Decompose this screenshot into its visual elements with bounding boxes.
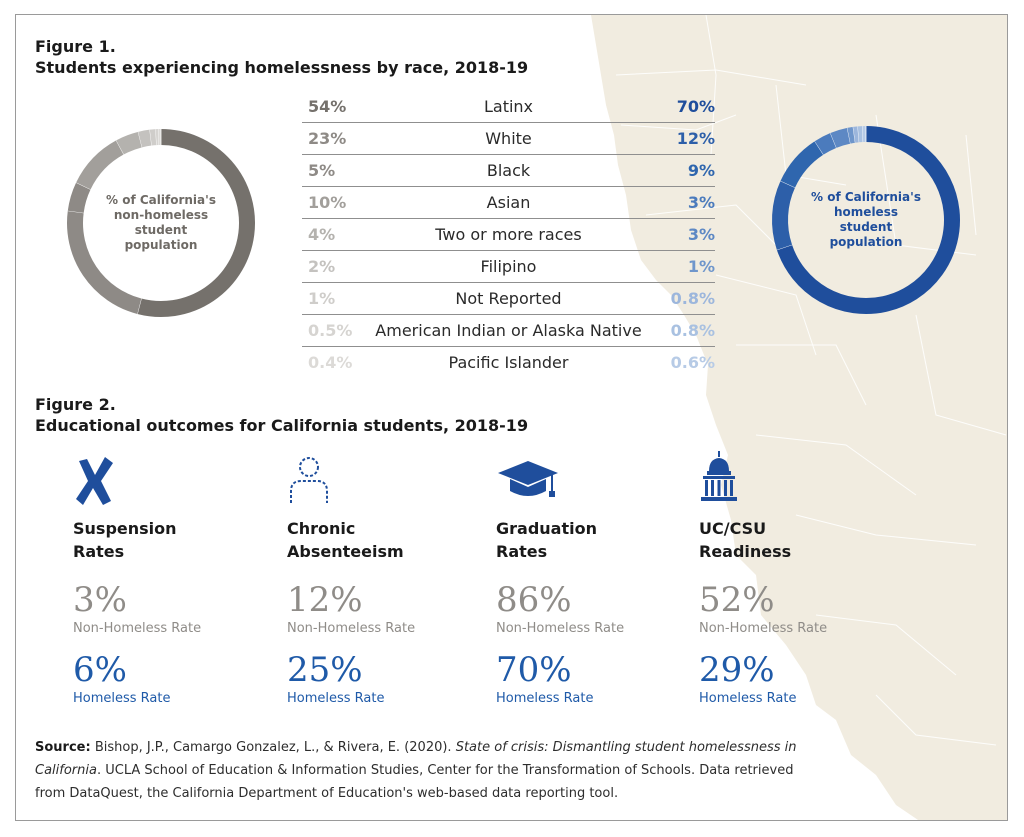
source-details: . UCLA School of Education & Information… (35, 763, 794, 801)
race-row: 0.4% Pacific Islander 0.6% (302, 347, 715, 378)
homeless-percent: 0.6% (670, 353, 715, 372)
non-homeless-percent: 4% (308, 225, 336, 244)
homeless-rate-value: 29% (699, 650, 775, 690)
non-homeless-rate-label: Non-Homeless Rate (287, 621, 416, 636)
race-label: Not Reported (455, 289, 562, 308)
figure-2-title: Educational outcomes for California stud… (35, 416, 529, 435)
graduation-cap-icon (496, 455, 676, 507)
figure-1-title: Students experiencing homelessness by ra… (35, 58, 529, 77)
race-comparison-table: 54% Latinx 70% 23% White 12% 5% Black 9% 10% Asian… (302, 91, 715, 378)
homeless-percent: 12% (676, 129, 715, 148)
homeless-percent: 3% (687, 193, 715, 212)
homeless-rate-label: Homeless Rate (287, 691, 385, 706)
non-homeless-rate-value: 52% (699, 580, 775, 620)
homeless-rate-value: 70% (496, 650, 572, 690)
non-homeless-percent: 0.4% (308, 353, 353, 372)
homeless-rate-label: Homeless Rate (73, 691, 171, 706)
metric-name: Chronic Absenteeism (287, 519, 404, 561)
non-homeless-donut-svg (67, 129, 255, 317)
race-row: 5% Black 9% (302, 155, 715, 187)
non-homeless-percent: 23% (308, 129, 347, 148)
non-homeless-slice-3 (76, 140, 125, 190)
homeless-donut-chart: % of California's homeless student popul… (766, 120, 966, 320)
source-title: State of crisis: Dismantling student hom… (35, 740, 797, 778)
metric-name: Graduation Rates (496, 519, 597, 561)
homeless-slice-2 (780, 141, 824, 188)
metric-chronic-absenteeism: Chronic Absenteeism 12% Non-Homeless Rat… (287, 455, 467, 707)
figure-2-heading: Figure 2. Educational outcomes for Calif… (35, 394, 528, 436)
x-icon (73, 455, 253, 507)
non-homeless-slice-0 (137, 129, 255, 317)
figure-1-heading: Figure 1. Students experiencing homeless… (35, 36, 528, 78)
source-citation: Source: Bishop, J.P., Camargo Gonzalez, … (35, 736, 805, 805)
non-homeless-slice-1 (67, 210, 142, 314)
homeless-percent: 9% (687, 161, 715, 180)
infographic-frame: Figure 1. Students experiencing homeless… (15, 14, 1008, 821)
non-homeless-percent: 54% (308, 97, 347, 116)
race-row: 10% Asian 3% (302, 187, 715, 219)
homeless-percent: 0.8% (670, 289, 715, 308)
non-homeless-rate-value: 12% (287, 580, 363, 620)
non-homeless-percent: 10% (308, 193, 347, 212)
non-homeless-slice-divider (75, 182, 91, 190)
race-row: 0.5% American Indian or Alaska Native 0.8% (302, 315, 715, 347)
homeless-donut-label: % of California's homeless student popul… (811, 190, 921, 249)
race-label: Black (486, 161, 531, 180)
homeless-percent: 3% (687, 225, 715, 244)
non-homeless-donut-chart: % of California's non-homeless student p… (61, 123, 261, 323)
non-homeless-percent: 5% (308, 161, 336, 180)
homeless-slice-divider (846, 127, 851, 144)
non-homeless-rate-label: Non-Homeless Rate (699, 621, 828, 636)
race-row: 2% Filipino 1% (302, 251, 715, 283)
metric-uc-csu-readiness: UC/CSU Readiness 52% Non-Homeless Rate 2… (699, 451, 879, 707)
race-label: Latinx (483, 97, 534, 116)
homeless-rate-label: Homeless Rate (496, 691, 594, 706)
homeless-slice-divider (829, 132, 837, 148)
homeless-slice-0 (776, 126, 960, 314)
homeless-percent: 1% (687, 257, 715, 276)
race-label: Filipino (480, 257, 537, 276)
california-map-background (591, 15, 1007, 820)
race-label: Asian (486, 193, 531, 212)
non-homeless-slice-divider (137, 131, 143, 148)
homeless-slice-1 (772, 180, 796, 250)
figure-1-number: Figure 1. (35, 37, 116, 56)
race-row: 1% Not Reported 0.8% (302, 283, 715, 315)
race-row: 4% Two or more races 3% (302, 219, 715, 251)
non-homeless-percent: 2% (308, 257, 336, 276)
race-row: 54% Latinx 70% (302, 91, 715, 123)
source-label: Source: (35, 740, 91, 755)
non-homeless-donut-label: % of California's non-homeless student p… (106, 193, 216, 252)
homeless-percent: 0.8% (670, 321, 715, 340)
capitol-building-icon (699, 451, 879, 507)
homeless-percent: 70% (676, 97, 715, 116)
race-row: 23% White 12% (302, 123, 715, 155)
homeless-donut-svg (772, 126, 960, 314)
race-label: White (485, 129, 532, 148)
non-homeless-percent: 0.5% (308, 321, 353, 340)
homeless-rate-label: Homeless Rate (699, 691, 797, 706)
metric-name: Suspension Rates (73, 519, 177, 561)
metric-suspension-rates: Suspension Rates 3% Non-Homeless Rate 6%… (73, 455, 253, 707)
non-homeless-rate-value: 86% (496, 580, 572, 620)
race-label: Two or more races (435, 225, 582, 244)
metric-name: UC/CSU Readiness (699, 519, 792, 561)
figure-2-number: Figure 2. (35, 395, 116, 414)
metric-graduation-rates: Graduation Rates 86% Non-Homeless Rate 7… (496, 455, 676, 707)
non-homeless-rate-label: Non-Homeless Rate (73, 621, 202, 636)
person-icon (287, 455, 467, 507)
homeless-rate-value: 25% (287, 650, 363, 690)
homeless-slice-divider (814, 140, 824, 155)
race-label: American Indian or Alaska Native (375, 321, 642, 340)
non-homeless-rate-label: Non-Homeless Rate (496, 621, 625, 636)
race-label: Pacific Islander (448, 353, 569, 372)
non-homeless-percent: 1% (308, 289, 336, 308)
homeless-rate-value: 6% (73, 650, 127, 690)
non-homeless-rate-value: 3% (73, 580, 127, 620)
source-authors: Bishop, J.P., Camargo Gonzalez, L., & Ri… (94, 740, 452, 755)
